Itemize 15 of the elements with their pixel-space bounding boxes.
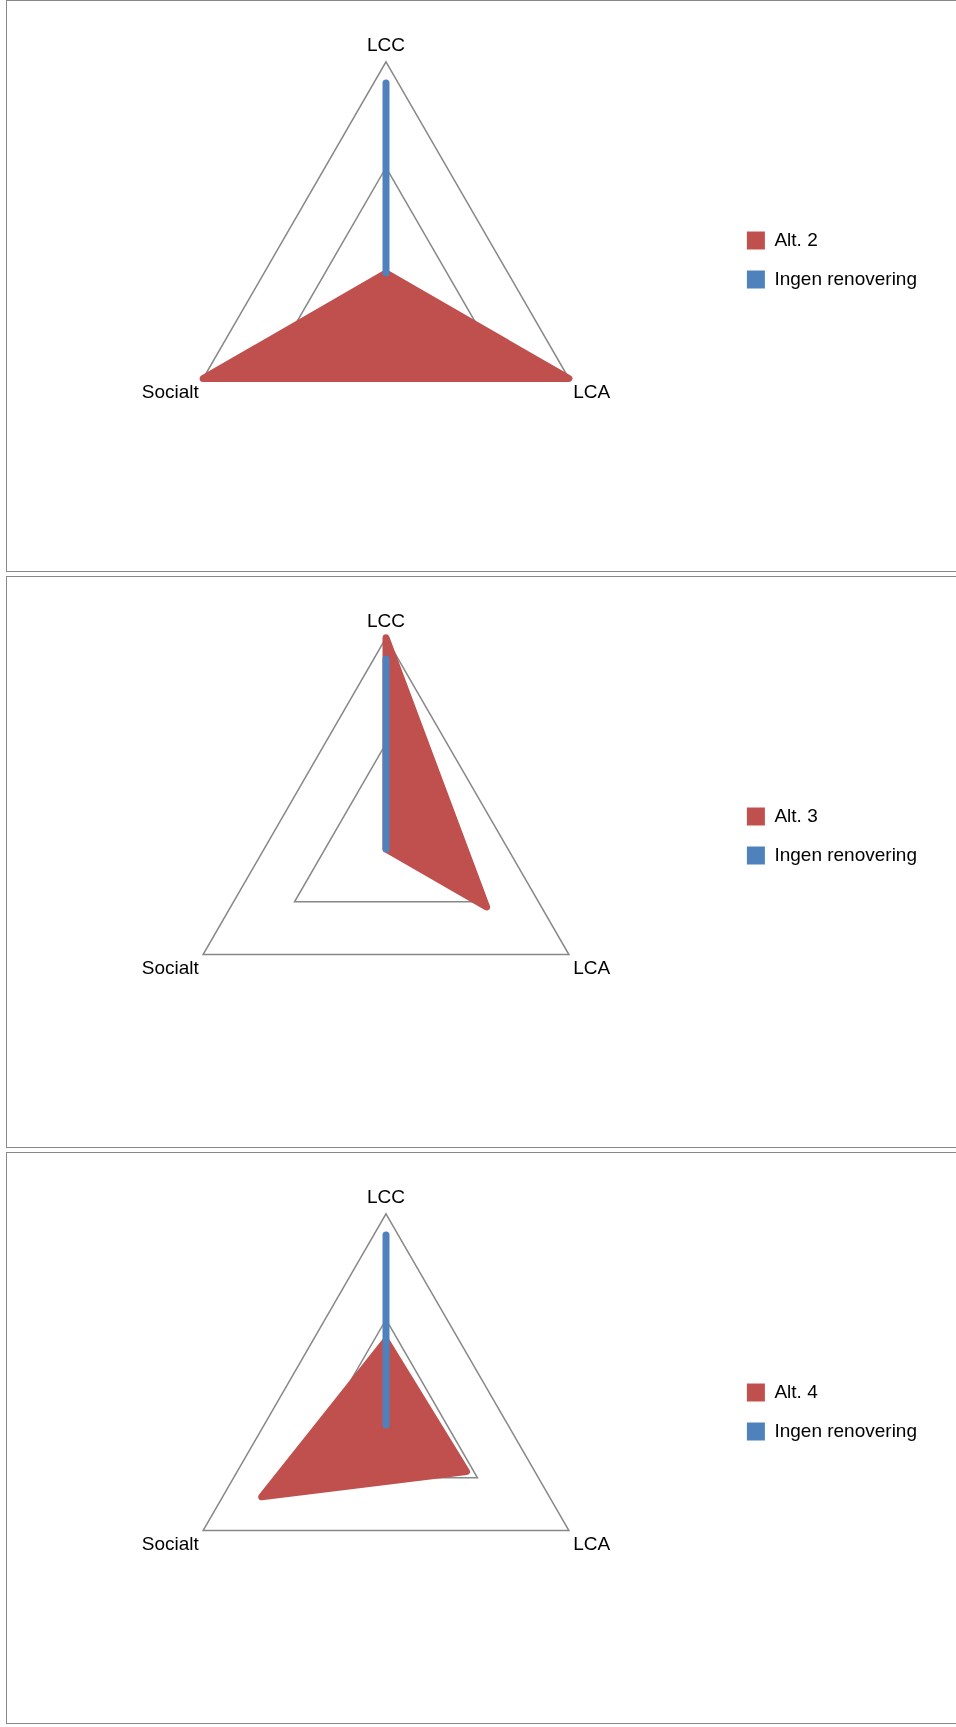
spoke-label: Socialt [141,1532,200,1554]
spoke-label: Socialt [141,956,200,978]
legend-label: Alt. 2 [774,228,818,250]
spoke-label: Socialt [141,380,200,402]
spoke-label: LCC [366,609,406,631]
spoke-label: LCA [573,380,611,402]
legend-label: Ingen renovering [774,1419,918,1441]
legend-label: Alt. 4 [774,1380,819,1402]
spoke-label: LCA [573,956,611,978]
legend-label: Ingen renovering [774,843,918,865]
legend-label: Alt. 3 [774,804,818,826]
spoke-label: LCA [573,1532,611,1554]
spoke-label: LCC [366,33,406,55]
legend-label: Ingen renovering [774,267,918,289]
spoke-label: LCC [366,1185,406,1207]
